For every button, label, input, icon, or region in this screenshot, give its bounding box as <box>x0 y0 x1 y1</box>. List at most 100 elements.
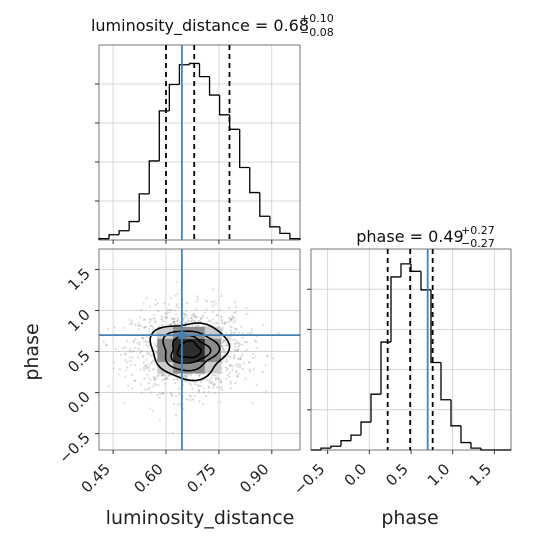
sample-point <box>222 338 225 342</box>
sample-point <box>142 367 145 370</box>
sample-point <box>148 320 151 324</box>
sample-point <box>176 378 179 381</box>
sample-point <box>153 379 156 382</box>
sample-point <box>223 321 227 324</box>
sample-point <box>190 319 193 322</box>
sample-point <box>229 364 232 367</box>
sample-point <box>142 336 145 339</box>
sample-point <box>102 340 105 343</box>
sample-point <box>174 294 177 297</box>
sample-point <box>172 403 176 406</box>
histogram-bin <box>229 114 240 130</box>
sample-point <box>147 376 150 379</box>
histogram-bin <box>480 448 491 451</box>
histogram-bin <box>320 447 331 450</box>
sample-point <box>175 313 178 316</box>
sample-point <box>246 348 249 351</box>
sample-point <box>185 373 189 376</box>
contour-line <box>149 322 231 382</box>
sample-point <box>233 353 236 356</box>
sample-point <box>215 322 218 325</box>
sample-point <box>238 365 242 369</box>
sample-point <box>155 344 158 348</box>
sample-point <box>148 352 151 356</box>
sample-point <box>141 356 144 359</box>
histogram-bin <box>460 425 471 444</box>
sample-point <box>147 367 150 370</box>
contour-line <box>176 339 203 359</box>
sample-point <box>230 326 233 329</box>
sample-point <box>254 340 258 343</box>
sample-point <box>136 342 139 345</box>
sample-point <box>226 369 229 372</box>
sample-point <box>147 345 150 348</box>
sample-point <box>208 378 211 381</box>
sample-point <box>190 374 193 377</box>
sample-point <box>172 320 176 324</box>
sample-point <box>175 320 178 323</box>
sample-point <box>158 396 161 399</box>
histogram-bin <box>370 393 381 423</box>
sample-point <box>205 395 208 398</box>
sample-point <box>227 320 231 323</box>
sample-point <box>228 375 231 378</box>
panel-frame <box>98 44 301 241</box>
sample-point <box>239 358 243 361</box>
sample-point <box>222 340 225 344</box>
y-tick-label: −0.5 <box>55 429 93 467</box>
sample-point <box>237 348 240 351</box>
sample-point <box>230 350 233 353</box>
sample-point <box>151 409 154 412</box>
sample-point <box>219 380 223 383</box>
sample-point <box>164 382 167 385</box>
sample-point <box>140 391 143 394</box>
histogram-title-luminosity-distance: luminosity_distance = 0.68 <box>91 16 309 36</box>
sample-point <box>226 343 229 347</box>
histogram-bin <box>188 62 200 65</box>
sample-point <box>231 368 234 371</box>
sample-point <box>149 407 152 410</box>
sample-point <box>201 316 204 319</box>
sample-point <box>208 380 211 383</box>
sample-point <box>196 384 200 387</box>
sample-point <box>215 314 218 317</box>
sample-point <box>172 320 176 323</box>
sample-point <box>153 382 156 385</box>
histogram-bin <box>269 216 280 228</box>
sample-point <box>220 318 223 321</box>
sample-point <box>139 383 142 386</box>
histogram-bin <box>168 83 180 111</box>
sample-point <box>175 377 178 380</box>
sample-point <box>202 387 205 390</box>
sample-point <box>146 352 149 356</box>
sample-point <box>117 350 120 353</box>
histogram-bin <box>420 271 431 291</box>
sample-point <box>176 319 179 323</box>
sample-point <box>199 317 203 320</box>
sample-point <box>248 360 251 363</box>
sample-point <box>197 324 200 328</box>
sample-point <box>126 361 129 364</box>
sample-point <box>143 339 146 343</box>
histogram-bin <box>158 110 170 161</box>
histogram-bin <box>390 276 401 343</box>
x-tick-label: 1.0 <box>424 460 454 490</box>
sample-point <box>149 378 152 382</box>
sample-point <box>244 377 247 380</box>
sample-point <box>232 357 236 360</box>
sample-point <box>163 374 166 377</box>
sample-point <box>193 315 196 318</box>
sample-point <box>143 369 146 372</box>
y-tick-label: 0.0 <box>64 388 94 418</box>
sample-point <box>139 351 142 355</box>
sample-point <box>221 348 224 351</box>
sample-point <box>176 323 179 326</box>
sample-point <box>144 365 148 368</box>
sample-point <box>206 316 209 320</box>
sample-point <box>126 339 129 343</box>
density-content <box>102 280 280 435</box>
sample-point <box>145 363 148 367</box>
sample-point <box>210 300 213 304</box>
sample-point <box>247 331 250 334</box>
sample-point <box>211 381 214 385</box>
